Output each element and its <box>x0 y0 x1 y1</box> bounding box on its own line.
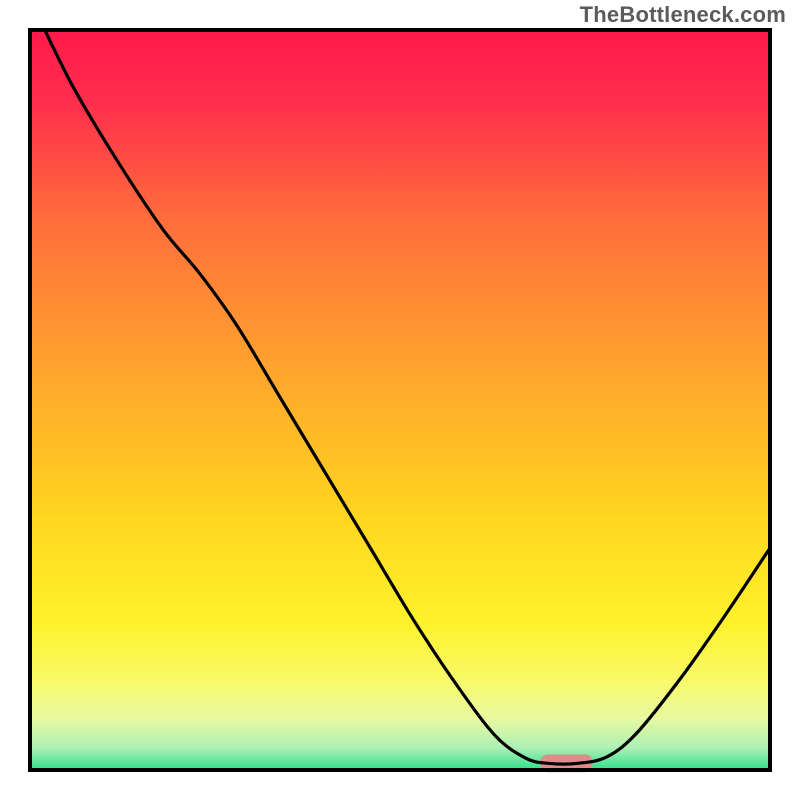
watermark-text: TheBottleneck.com <box>580 2 786 28</box>
plot-background <box>30 30 770 770</box>
chart-container: TheBottleneck.com <box>0 0 800 800</box>
bottleneck-chart <box>0 0 800 800</box>
